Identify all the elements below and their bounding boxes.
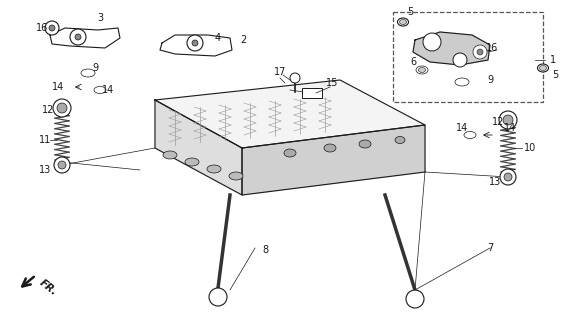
Polygon shape [50,28,120,48]
Text: 9: 9 [487,75,493,85]
Circle shape [187,35,203,51]
Circle shape [209,288,227,306]
Text: 14: 14 [456,123,468,133]
Text: 5: 5 [552,70,558,80]
Circle shape [423,33,441,51]
Circle shape [57,103,67,113]
Text: 14: 14 [52,82,64,92]
Ellipse shape [455,78,469,86]
Circle shape [406,290,424,308]
Text: 14: 14 [102,85,114,95]
Text: 7: 7 [487,243,493,253]
Polygon shape [155,80,425,148]
Text: 8: 8 [262,245,268,255]
Ellipse shape [359,140,371,148]
Text: 16: 16 [36,23,48,33]
Circle shape [70,29,86,45]
Ellipse shape [400,20,406,25]
Circle shape [290,73,300,83]
Circle shape [192,40,198,46]
Ellipse shape [163,151,177,159]
Text: 1: 1 [550,55,556,65]
Polygon shape [155,100,242,195]
Text: 11: 11 [39,135,51,145]
Circle shape [503,115,513,125]
Circle shape [75,34,81,40]
Text: 6: 6 [410,57,416,67]
Bar [393,12,543,102]
Circle shape [49,25,55,31]
Ellipse shape [81,69,95,77]
Ellipse shape [539,66,547,70]
Text: 13: 13 [39,165,51,175]
Circle shape [53,99,71,117]
Ellipse shape [229,172,243,180]
Text: 5: 5 [407,7,413,17]
Polygon shape [160,35,232,56]
Bar [302,88,322,98]
Circle shape [58,161,66,169]
Circle shape [499,111,517,129]
Text: 12: 12 [492,117,504,127]
Ellipse shape [418,68,426,73]
Circle shape [453,53,467,67]
Ellipse shape [185,158,199,166]
Text: 3: 3 [97,13,103,23]
Ellipse shape [284,149,296,157]
Text: 13: 13 [489,177,501,187]
Ellipse shape [538,64,548,72]
Text: FR.: FR. [38,278,60,298]
Polygon shape [242,125,425,195]
Ellipse shape [207,165,221,173]
Text: 2: 2 [240,35,246,45]
Circle shape [54,157,70,173]
Ellipse shape [397,18,409,26]
Circle shape [477,49,483,55]
Ellipse shape [94,86,106,93]
Circle shape [473,45,487,59]
Text: 14: 14 [504,123,516,133]
Ellipse shape [395,137,405,143]
Text: 4: 4 [215,33,221,43]
Circle shape [500,169,516,185]
Circle shape [504,173,512,181]
Text: 16: 16 [486,43,498,53]
Text: 17: 17 [274,67,286,77]
Text: 10: 10 [524,143,536,153]
Ellipse shape [324,144,336,152]
Ellipse shape [416,66,428,74]
Text: 12: 12 [42,105,54,115]
Circle shape [45,21,59,35]
Ellipse shape [464,132,476,139]
Text: 9: 9 [92,63,98,73]
Polygon shape [413,32,490,65]
Text: 15: 15 [326,78,338,88]
